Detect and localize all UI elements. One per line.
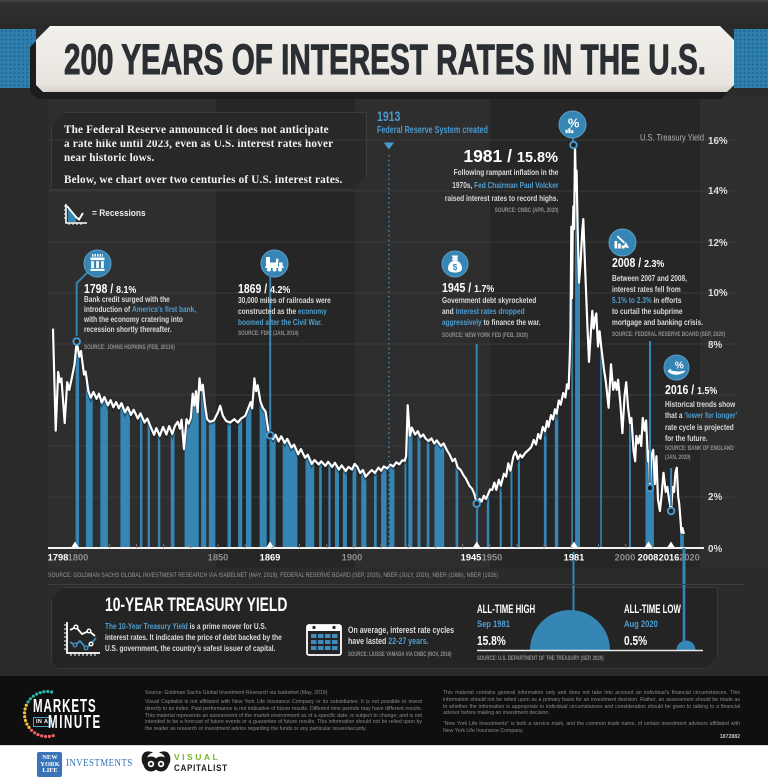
svg-text:2016: 2016 (659, 553, 680, 563)
svg-text:SOURCE: GOLDMAN SACHS GLOBAL I: SOURCE: GOLDMAN SACHS GLOBAL INVESTMENT … (48, 572, 498, 579)
svg-text:16%: 16% (708, 136, 728, 147)
svg-text:1981: 1981 (564, 553, 585, 563)
svg-text:%: % (674, 361, 683, 372)
svg-text:1800: 1800 (68, 553, 89, 563)
svg-text:0%: 0% (708, 544, 722, 555)
svg-text:2000: 2000 (615, 553, 636, 563)
svg-text:12%: 12% (708, 238, 728, 249)
svg-text:1900: 1900 (342, 553, 363, 563)
svg-text:2020: 2020 (679, 553, 700, 563)
svg-text:1850: 1850 (208, 553, 229, 563)
svg-text:200 YEARS OF INTEREST RATES IN: 200 YEARS OF INTEREST RATES IN THE U.S. (64, 36, 706, 84)
svg-text:%: % (568, 116, 580, 131)
svg-text:8%: 8% (708, 340, 722, 351)
svg-text:1945: 1945 (461, 553, 482, 563)
svg-text:U.S. Treasury Yield: U.S. Treasury Yield (640, 133, 704, 143)
svg-text:1869: 1869 (260, 553, 281, 563)
svg-text:14%: 14% (708, 186, 728, 197)
svg-text:10%: 10% (708, 288, 728, 299)
svg-text:2%: 2% (708, 492, 722, 503)
svg-text:1950: 1950 (482, 553, 503, 563)
svg-text:2008: 2008 (638, 553, 659, 563)
svg-text:1798: 1798 (48, 553, 69, 563)
svg-text:$: $ (452, 262, 457, 271)
